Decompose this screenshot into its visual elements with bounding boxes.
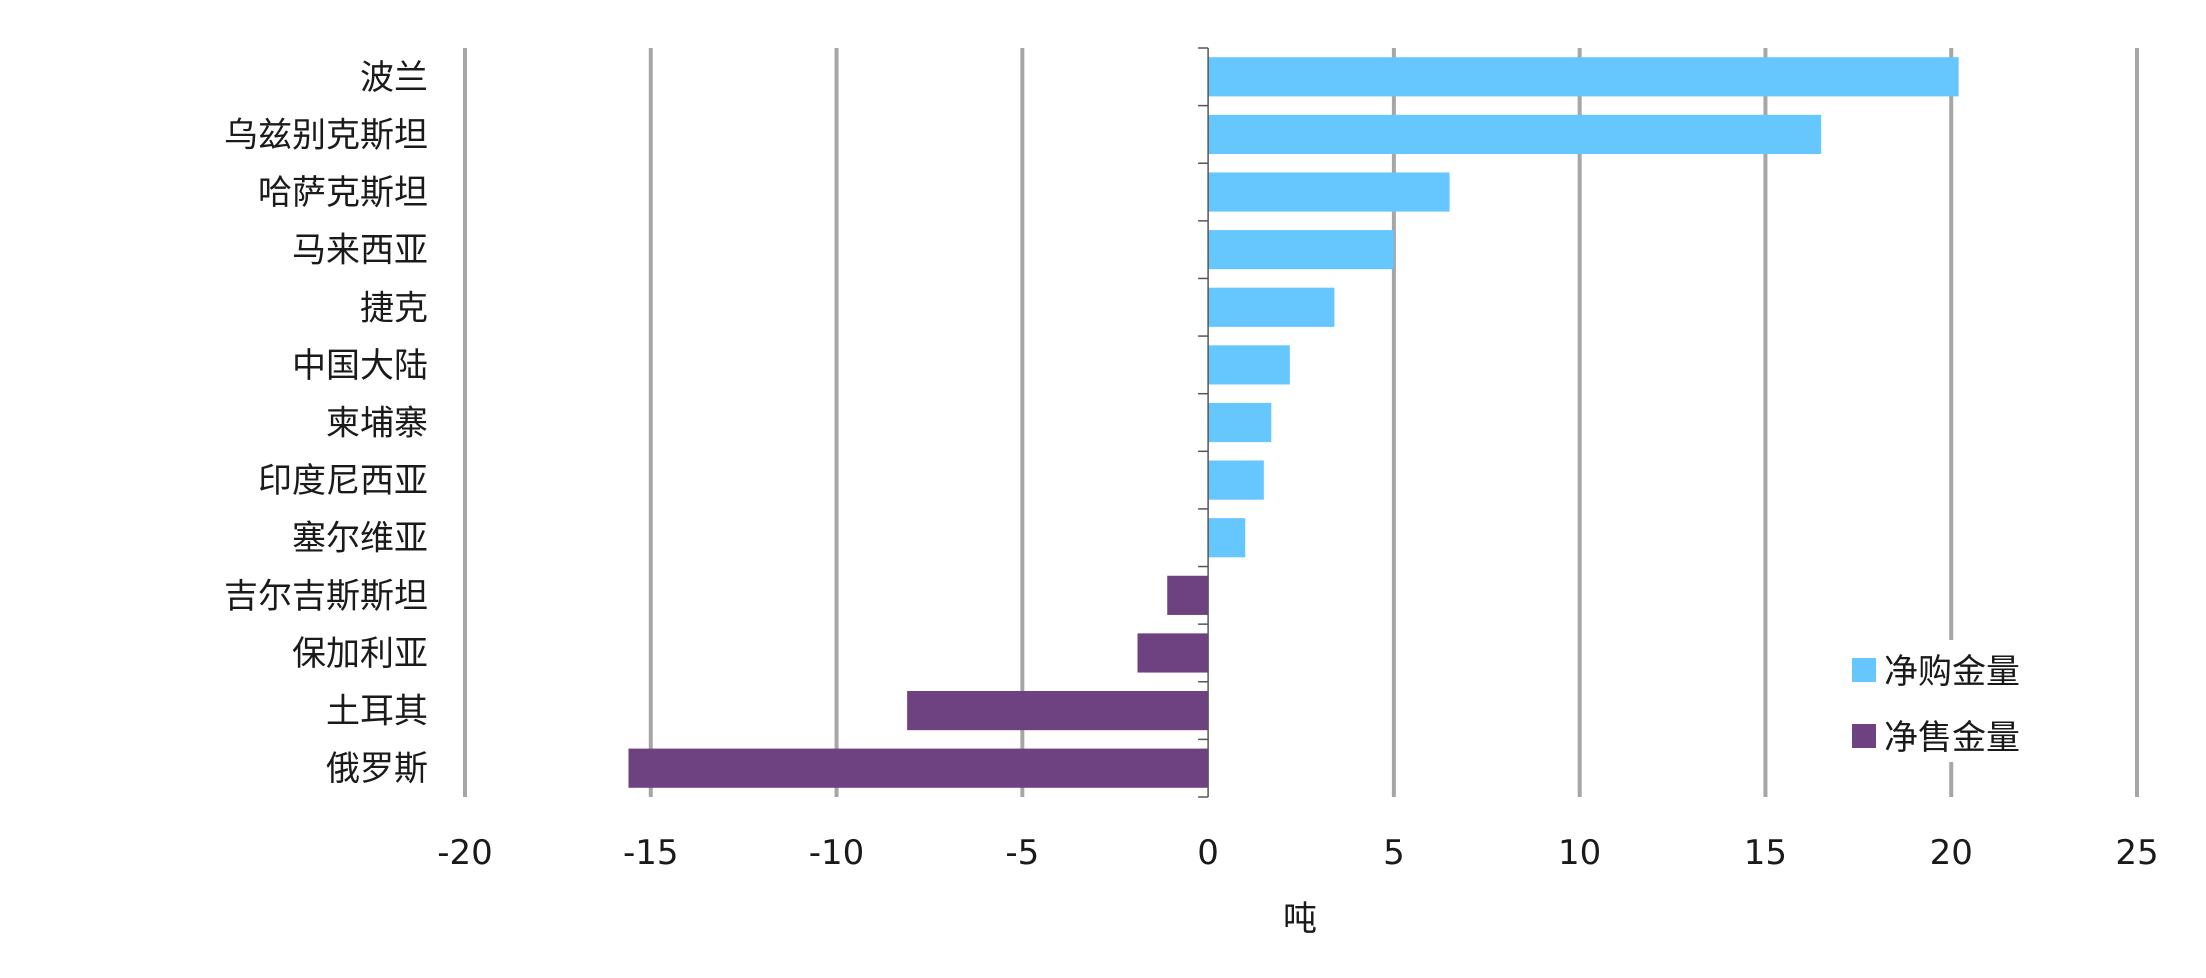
category-label: 印度尼西亚 (258, 461, 428, 501)
bar (1208, 114, 1822, 155)
category-label: 马来西亚 (292, 231, 428, 271)
bar (1208, 345, 1290, 385)
bar (1167, 575, 1209, 615)
x-tick-label: -10 (809, 833, 865, 873)
category-label: 柬埔寨 (326, 404, 428, 444)
category-label: 中国大陆 (292, 346, 428, 386)
bar (1208, 460, 1264, 500)
bar (1208, 230, 1394, 270)
bar (1208, 518, 1246, 558)
category-labels: 波兰乌兹别克斯坦哈萨克斯坦马来西亚捷克中国大陆柬埔寨印度尼西亚塞尔维亚吉尔吉斯斯… (224, 58, 428, 789)
category-label: 波兰 (360, 58, 428, 98)
category-label: 吉尔吉斯斯坦 (224, 576, 428, 616)
bar (907, 690, 1209, 731)
bar (1137, 633, 1209, 673)
x-tick-label: -15 (623, 833, 679, 873)
x-tick-label: 5 (1383, 833, 1405, 873)
category-label: 土耳其 (326, 692, 428, 732)
x-axis-label: 吨 (1283, 899, 1317, 939)
y-axis (1198, 47, 1209, 798)
legend-swatch-net-buy (1852, 658, 1876, 682)
bar (628, 748, 1209, 788)
x-tick-label: -5 (1005, 833, 1039, 873)
category-label: 俄罗斯 (326, 749, 428, 789)
legend-swatch-net-sell (1852, 724, 1876, 748)
category-label: 塞尔维亚 (292, 519, 428, 559)
x-tick-label: 0 (1197, 833, 1219, 873)
category-label: 捷克 (360, 288, 428, 328)
bar (1208, 172, 1450, 212)
legend: 净购金量 净售金量 (1836, 640, 2076, 762)
x-tick-label: 25 (2115, 833, 2158, 873)
category-label: 保加利亚 (292, 634, 428, 674)
x-tick-labels: -20 -15 -10 -5 0 5 10 15 20 25 (437, 833, 2158, 873)
bars (628, 57, 1959, 788)
category-label: 乌兹别克斯坦 (224, 115, 428, 155)
bar (1208, 57, 1959, 97)
bar (1208, 402, 1272, 443)
category-label: 哈萨克斯坦 (258, 173, 428, 213)
x-tick-label: 15 (1744, 833, 1787, 873)
legend-label-net-buy: 净购金量 (1884, 652, 2020, 692)
legend-label-net-sell: 净售金量 (1884, 718, 2020, 758)
x-tick-label: -20 (437, 833, 493, 873)
x-tick-label: 10 (1558, 833, 1601, 873)
bar (1208, 287, 1335, 327)
x-tick-label: 20 (1930, 833, 1973, 873)
